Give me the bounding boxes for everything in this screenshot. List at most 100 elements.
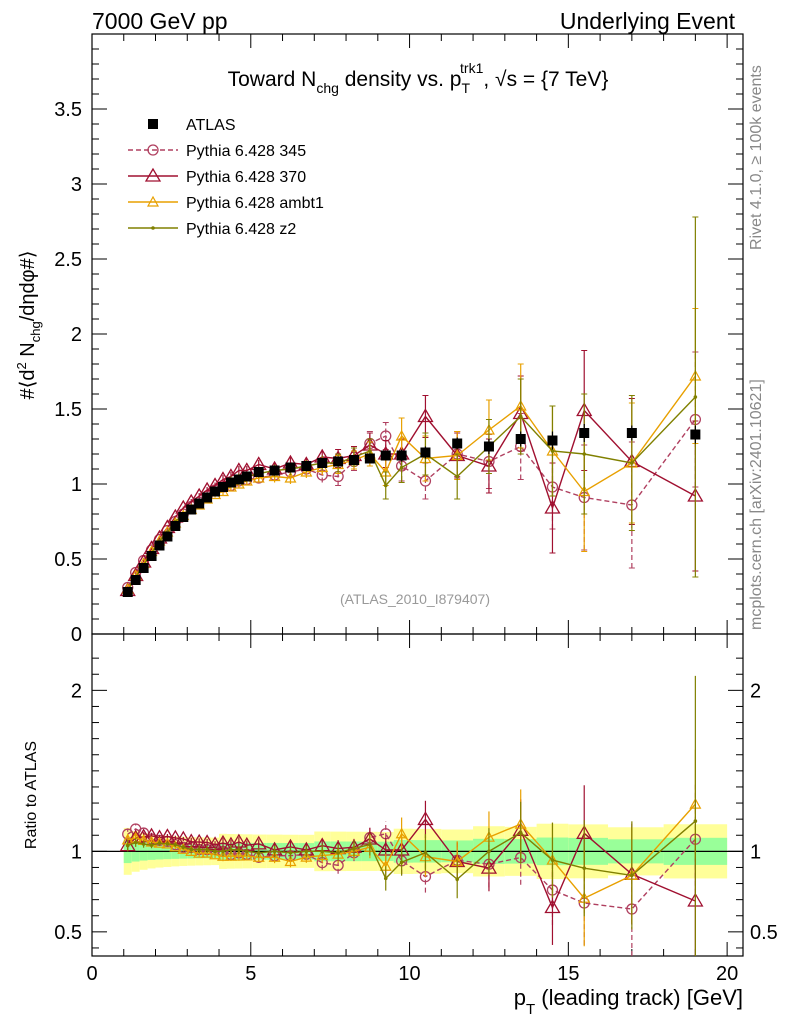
series-point: [368, 449, 372, 453]
series-point: [383, 483, 388, 488]
ratio-tick-label-right: 0.5: [750, 922, 778, 944]
ratio-point: [417, 811, 434, 826]
data-point: [269, 465, 280, 476]
ratio-tick-label-right: 1: [750, 841, 761, 863]
data-point: [547, 435, 558, 446]
x-tick-label: 5: [245, 963, 256, 985]
chart-title: Toward Nchg density vs. pTtrk1, √s = {7 …: [228, 60, 609, 96]
rivet-info: Rivet 4.1.0, ≥ 100k events: [748, 65, 765, 250]
data-point: [146, 551, 157, 561]
ratio-point: [173, 842, 178, 847]
ratio-tick-label-right: 2: [750, 680, 761, 702]
ratio-point: [300, 850, 313, 862]
ratio-point: [272, 849, 277, 854]
ratio-point: [550, 858, 555, 862]
ratio-point: [177, 843, 190, 854]
series-point: [268, 470, 281, 482]
data-point: [138, 563, 149, 573]
ratio-point: [221, 849, 225, 854]
series-2: [121, 308, 702, 594]
ratio-point: [224, 849, 237, 861]
legend-marker: [148, 119, 158, 129]
legend-marker: [144, 167, 162, 182]
series-point: [693, 395, 698, 399]
mcplots-info: mcplots.cern.ch [arXiv:2401.10621]: [748, 379, 765, 630]
ratio-point: [252, 851, 265, 862]
series-point: [417, 408, 434, 423]
ratio-point: [304, 849, 309, 854]
ratio-point: [157, 841, 162, 845]
series-point: [582, 452, 587, 456]
data-point: [233, 474, 244, 485]
ratio-point: [185, 845, 198, 856]
data-point: [348, 455, 359, 465]
ratio-series-line: [127, 820, 696, 881]
ratio-tick-label: 0.5: [54, 922, 82, 944]
data-point: [380, 450, 391, 461]
ratio-point: [141, 842, 146, 846]
data-point: [210, 486, 221, 497]
ratio-point: [336, 850, 340, 855]
ratio-point: [288, 851, 293, 855]
series-point: [399, 465, 404, 470]
data-point: [333, 456, 344, 467]
ratio-point: [181, 845, 186, 850]
data-point: [285, 462, 296, 473]
data-point: [515, 434, 526, 444]
ratio-point: [284, 855, 297, 867]
ratio-y-label: Ratio to ATLAS: [23, 741, 40, 849]
data-point: [452, 438, 463, 449]
ratio-point: [169, 840, 182, 852]
ratio-point: [232, 849, 245, 861]
ratio-series-3: [125, 675, 698, 956]
data-point: [162, 531, 173, 542]
legend-label: Pythia 6.428 345: [186, 143, 306, 160]
legend-marker: [147, 144, 159, 156]
x-tick-label: 20: [716, 963, 738, 985]
ratio-point: [582, 866, 587, 870]
y-tick-label: 2: [71, 324, 82, 346]
ratio-point: [245, 849, 249, 854]
data-point: [225, 477, 236, 488]
ratio-plot-frame: [91, 633, 744, 957]
data-point: [217, 482, 228, 492]
y-tick-label: 2.5: [54, 249, 82, 271]
data-point: [690, 429, 701, 440]
data-point: [122, 587, 133, 597]
ratio-point: [352, 846, 356, 851]
data-point: [396, 450, 407, 461]
series-point: [252, 471, 265, 483]
ratio-point: [368, 842, 372, 847]
legend-label: Pythia 6.428 ambt1: [186, 195, 324, 212]
series-point: [544, 499, 561, 514]
ratio-point: [395, 827, 408, 839]
ratio-point: [240, 849, 253, 861]
ratio-point: [165, 842, 170, 846]
ratio-point: [193, 846, 206, 858]
ratio-point: [205, 847, 209, 852]
series-line: [127, 409, 696, 591]
y-tick-label: 1: [71, 474, 82, 496]
series-3: [125, 216, 699, 593]
data-point: [420, 447, 431, 458]
data-point: [364, 453, 375, 464]
ratio-point: [149, 843, 154, 847]
x-axis-label: pT (leading track) [GeV]: [514, 985, 743, 1018]
ratio-point: [209, 848, 222, 860]
x-tick-label: 15: [557, 963, 579, 985]
series-point: [284, 471, 297, 483]
series-layer: [119, 216, 704, 597]
series-point: [395, 429, 408, 441]
ratio-point: [256, 851, 261, 855]
y-tick-label: 0.5: [54, 549, 82, 571]
data-point: [130, 575, 141, 585]
series-point: [550, 449, 555, 453]
data-point: [170, 521, 181, 531]
header-right: Underlying Event: [559, 8, 735, 34]
data-point: [317, 458, 328, 468]
legend-label: Pythia 6.428 z2: [186, 221, 296, 238]
analysis-watermark: (ATLAS_2010_I879407): [340, 591, 490, 607]
data-point: [194, 498, 205, 509]
